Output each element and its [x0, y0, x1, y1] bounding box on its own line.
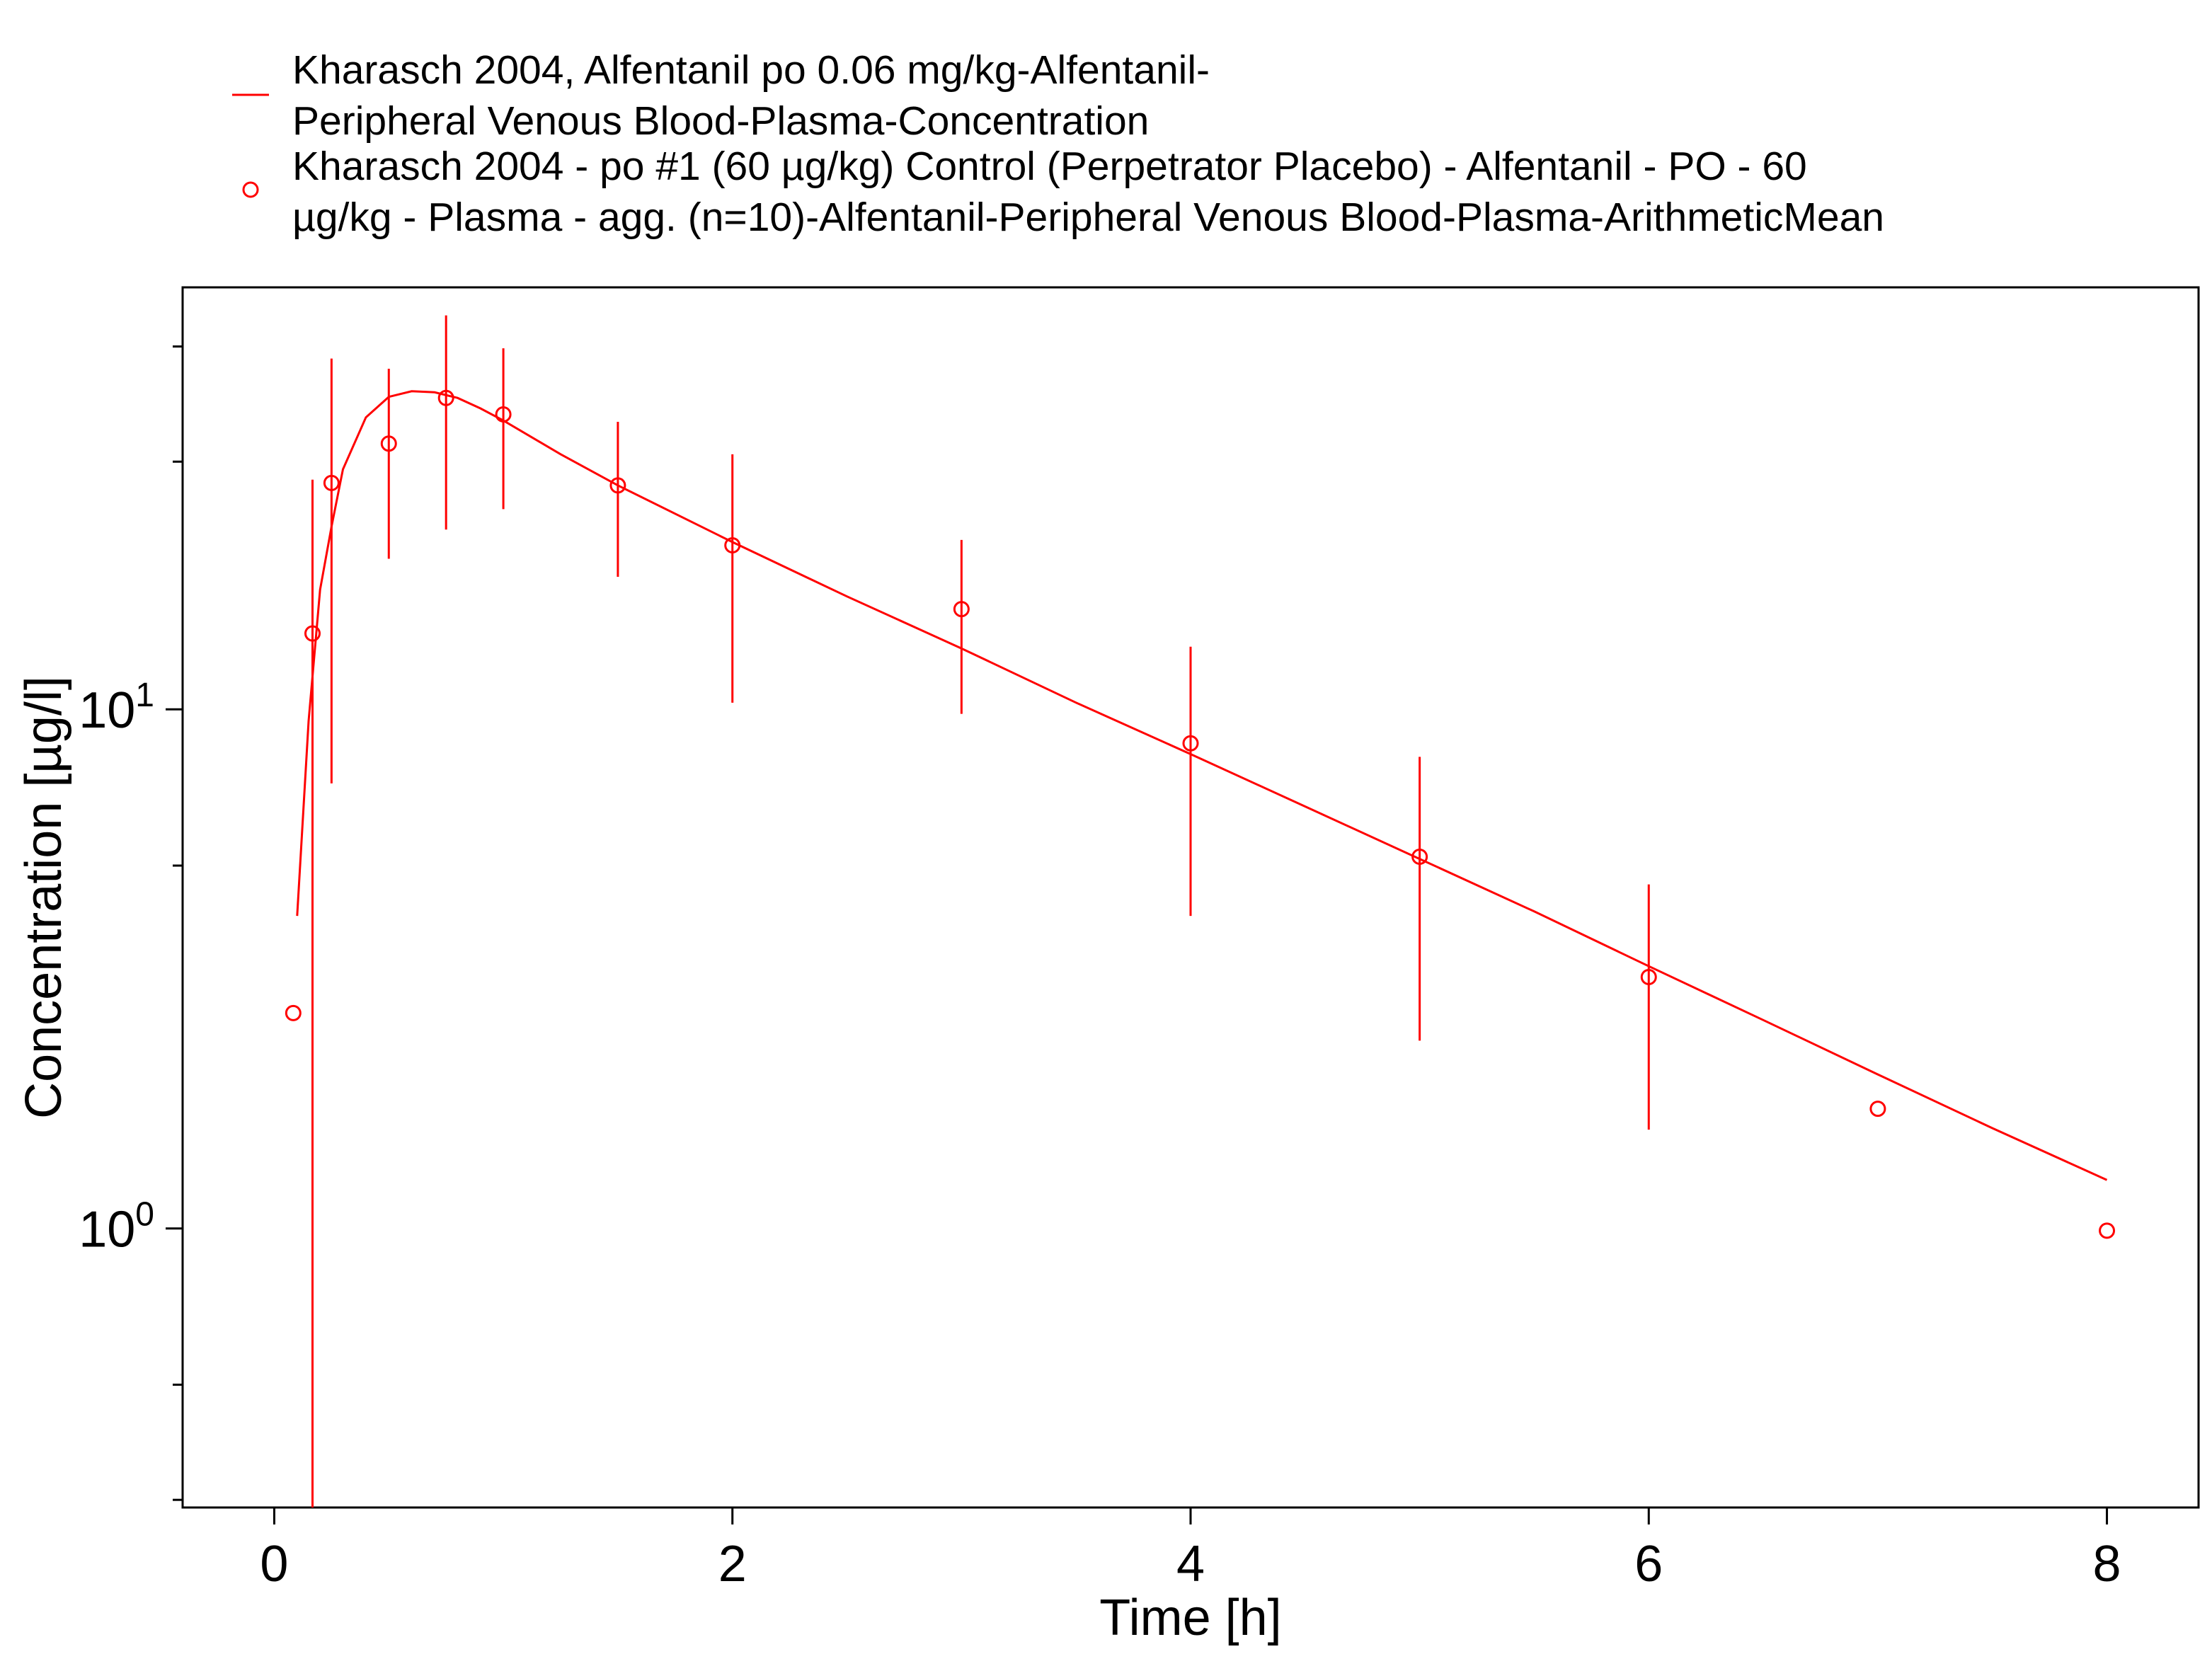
x-axis-ticks: 0 2 4 6 8 [260, 1507, 2121, 1592]
data-point [285, 1004, 302, 1021]
data-point [437, 389, 454, 406]
legend-marker-swatch [242, 181, 259, 198]
data-point [1640, 968, 1657, 985]
data-point [724, 536, 741, 553]
x-tick-label: 6 [1634, 1536, 1663, 1592]
y-tick-label-base: 10 [79, 1202, 135, 1258]
legend-line-label-2: Peripheral Venous Blood-Plasma-Concentra… [292, 98, 1149, 144]
data-point [1411, 849, 1428, 866]
legend-marker-label-1: Kharasch 2004 - po #1 (60 µg/kg) Control… [292, 144, 1807, 189]
data-point [495, 406, 512, 423]
legend: Kharasch 2004, Alfentanil po 0.06 mg/kg-… [232, 47, 1884, 240]
y-tick-label: 101 [79, 677, 154, 739]
x-tick-label: 8 [2093, 1536, 2121, 1592]
y-tick-label: 100 [79, 1196, 154, 1258]
data-point [304, 625, 321, 642]
data-point [609, 477, 626, 494]
observed-series [285, 315, 2116, 1507]
data-point [380, 435, 397, 452]
data-point [323, 474, 340, 491]
y-tick-label-exponent: 0 [135, 1196, 154, 1234]
x-tick-label: 4 [1176, 1536, 1205, 1592]
data-point [1182, 735, 1199, 752]
legend-line-label-1: Kharasch 2004, Alfentanil po 0.06 mg/kg-… [292, 47, 1210, 93]
data-point [1869, 1101, 1886, 1118]
data-point [953, 601, 970, 618]
data-point [2099, 1222, 2116, 1239]
y-tick-label-exponent: 1 [135, 677, 154, 714]
y-axis-label: Concentration [µg/l] [16, 676, 72, 1119]
x-axis-label: Time [h] [1099, 1590, 1281, 1646]
x-tick-label: 2 [718, 1536, 747, 1592]
x-tick-label: 0 [260, 1536, 288, 1592]
legend-marker-label-2: µg/kg - Plasma - agg. (n=10)-Alfentanil-… [292, 195, 1884, 240]
y-tick-label-base: 10 [79, 682, 135, 739]
